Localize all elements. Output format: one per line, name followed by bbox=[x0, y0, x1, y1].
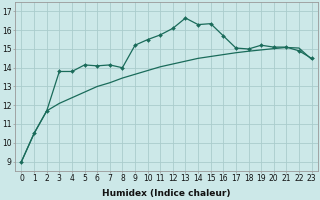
X-axis label: Humidex (Indice chaleur): Humidex (Indice chaleur) bbox=[102, 189, 231, 198]
